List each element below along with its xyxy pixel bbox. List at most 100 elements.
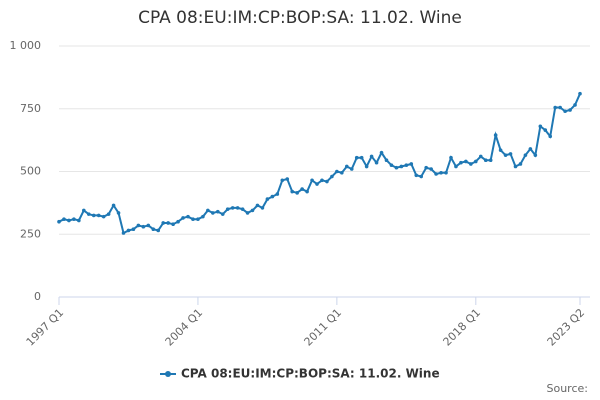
marker [91, 213, 96, 218]
marker [57, 219, 61, 224]
marker [538, 124, 543, 129]
marker [72, 217, 76, 221]
source: Source: [547, 382, 589, 395]
marker [181, 216, 185, 220]
marker [503, 153, 508, 157]
y-tick-label: 1 000 [10, 39, 42, 52]
marker [330, 174, 334, 179]
marker [290, 189, 295, 194]
marker [300, 187, 304, 191]
marker [141, 224, 146, 229]
marker [106, 212, 111, 216]
marker [146, 223, 151, 228]
marker [116, 211, 121, 215]
marker [414, 173, 419, 178]
marker [225, 207, 230, 211]
marker [384, 158, 389, 163]
marker [201, 214, 205, 219]
marker [121, 231, 126, 235]
marker [573, 103, 577, 107]
marker [126, 228, 131, 233]
marker [295, 191, 299, 195]
marker [245, 211, 250, 215]
marker [434, 172, 438, 176]
marker [563, 109, 567, 114]
marker [161, 221, 165, 225]
marker [399, 164, 404, 169]
marker [270, 194, 275, 199]
marker [374, 160, 379, 165]
marker [111, 203, 116, 208]
marker [77, 218, 81, 223]
marker [171, 222, 175, 227]
chart-title: CPA 08:EU:IM:CP:BOP:SA: 11.02. Wine [138, 8, 462, 28]
marker [483, 158, 488, 163]
legend-marker [165, 371, 171, 377]
y-tick-label: 750 [20, 102, 41, 115]
marker [523, 153, 528, 157]
marker [151, 227, 156, 232]
marker [315, 182, 319, 186]
marker [543, 128, 548, 132]
x-tick-label: 2023 Q2 [545, 306, 588, 349]
marker [548, 134, 553, 139]
marker [493, 133, 498, 137]
x-tick-label: 2004 Q1 [163, 306, 206, 349]
marker [230, 206, 235, 210]
marker [196, 217, 200, 221]
marker [419, 174, 424, 179]
marker [131, 227, 136, 232]
marker [439, 170, 443, 175]
marker [444, 170, 448, 175]
marker [454, 164, 458, 169]
marker [82, 208, 86, 213]
legend-label: CPA 08:EU:IM:CP:BOP:SA: 11.02. Wine [181, 367, 440, 381]
marker [498, 148, 503, 152]
marker [176, 219, 180, 224]
marker [310, 178, 314, 183]
marker [67, 218, 71, 223]
marker [275, 192, 280, 196]
marker [62, 217, 66, 221]
marker [96, 213, 101, 218]
marker [340, 170, 344, 175]
x-tick-label: 2018 Q1 [441, 306, 484, 349]
marker [191, 217, 195, 221]
marker [533, 153, 538, 157]
marker [280, 178, 285, 183]
marker [265, 197, 270, 201]
marker [513, 164, 518, 169]
marker [449, 155, 453, 160]
marker [578, 91, 582, 96]
marker [459, 160, 463, 165]
marker [379, 150, 384, 155]
marker [478, 154, 483, 159]
marker [101, 214, 106, 219]
marker [474, 159, 478, 164]
y-tick-label: 250 [20, 227, 41, 240]
line [58, 93, 581, 235]
marker [553, 105, 557, 110]
marker [305, 189, 309, 194]
marker [349, 167, 354, 171]
marker [464, 159, 468, 164]
marker [86, 212, 91, 216]
marker [469, 162, 473, 166]
marker [394, 165, 399, 170]
y-tick-label: 0 [34, 290, 41, 303]
marker [568, 108, 572, 112]
marker [136, 223, 141, 228]
y-tick-label: 500 [20, 165, 41, 178]
marker [354, 155, 359, 160]
marker [166, 221, 170, 225]
marker [156, 228, 161, 233]
marker [320, 178, 324, 183]
marker [220, 212, 225, 216]
marker [424, 165, 428, 170]
marker [369, 154, 374, 159]
marker [255, 203, 260, 208]
marker [558, 105, 562, 110]
marker [429, 167, 433, 171]
marker [518, 162, 523, 166]
